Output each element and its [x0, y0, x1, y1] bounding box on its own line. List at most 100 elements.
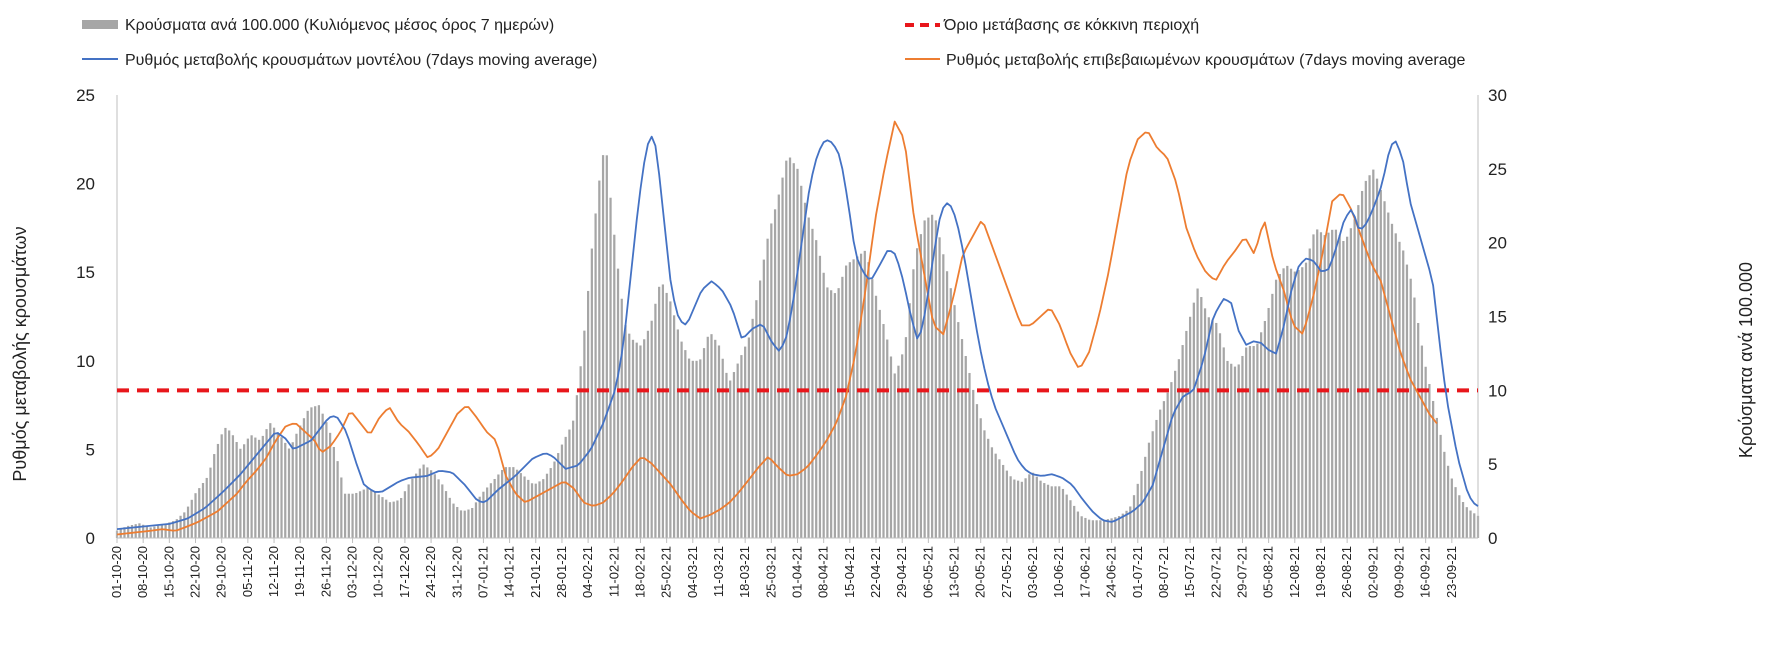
- bar: [1084, 517, 1087, 538]
- bar: [1129, 506, 1132, 538]
- y-right-tick-label: 10: [1488, 381, 1507, 400]
- bar: [295, 433, 298, 538]
- bar: [381, 497, 384, 538]
- bar: [157, 525, 160, 538]
- bar: [893, 373, 896, 538]
- line-confirmed: [116, 120, 1438, 536]
- bar: [852, 259, 855, 538]
- bar: [897, 365, 900, 538]
- bar: [388, 502, 392, 538]
- bar: [572, 420, 575, 538]
- bar: [501, 469, 504, 538]
- x-tick-label: 22-07-21: [1208, 546, 1223, 598]
- bar: [493, 478, 496, 538]
- bar: [1360, 190, 1364, 538]
- bar: [587, 290, 590, 538]
- bar: [557, 453, 560, 538]
- bar: [848, 262, 851, 538]
- bar: [317, 405, 321, 538]
- bar: [377, 494, 380, 538]
- bar: [680, 341, 683, 538]
- bar: [1394, 233, 1397, 538]
- bar: [889, 356, 893, 538]
- bar: [321, 413, 324, 538]
- bar: [310, 407, 313, 538]
- bar: [1162, 401, 1166, 538]
- bar: [153, 526, 156, 538]
- bar: [631, 339, 635, 538]
- bar: [1331, 229, 1334, 538]
- bar: [650, 320, 653, 538]
- bar: [497, 474, 500, 538]
- bar: [362, 489, 365, 538]
- bar: [983, 430, 986, 538]
- bar: [396, 500, 399, 538]
- x-tick-label: 15-10-20: [161, 546, 176, 598]
- bar: [448, 497, 451, 538]
- bar: [437, 479, 440, 538]
- bar: [882, 324, 885, 538]
- bar: [183, 512, 186, 538]
- bar: [1327, 232, 1330, 538]
- bar: [190, 499, 193, 538]
- bar: [770, 223, 773, 538]
- bar: [523, 476, 526, 538]
- bar: [138, 523, 141, 538]
- bar: [1439, 434, 1442, 538]
- bar: [1136, 483, 1139, 538]
- legend-swatch-bar: [82, 20, 118, 29]
- bar: [370, 489, 373, 538]
- bar: [616, 268, 620, 538]
- bar: [1267, 307, 1270, 538]
- bar: [796, 168, 799, 538]
- bar: [665, 292, 668, 538]
- x-tick-label: 20-05-21: [973, 546, 988, 598]
- bar: [658, 286, 661, 538]
- bar: [590, 248, 593, 539]
- tick-labels: 0 5 10 15 20 25 0 5 10 15 20 25 30 01-10-20 08-10-20 15…: [76, 86, 1507, 598]
- bar: [912, 269, 915, 538]
- bar: [987, 438, 990, 538]
- bar: [930, 214, 934, 538]
- bar: [1061, 488, 1065, 538]
- bar: [1297, 270, 1300, 538]
- bar: [691, 360, 694, 538]
- bar: [1110, 518, 1113, 538]
- bar: [1319, 232, 1323, 538]
- x-tick-label: 06-05-21: [920, 546, 935, 598]
- bar: [1226, 360, 1229, 538]
- bar: [859, 253, 863, 538]
- bar: [1054, 486, 1057, 538]
- y-left-tick-label: 25: [76, 86, 95, 105]
- bar: [1465, 507, 1468, 538]
- bar: [1420, 345, 1424, 538]
- x-tick-label: 01-10-20: [109, 546, 124, 598]
- x-tick-label: 25-02-21: [659, 546, 674, 598]
- bar: [340, 477, 343, 538]
- bar: [1166, 392, 1169, 538]
- y-axis-right-title: Κρούσματα ανά 100.000: [1736, 262, 1756, 458]
- bar: [276, 432, 279, 538]
- x-tick-label: 10-06-21: [1051, 546, 1066, 598]
- x-tick-label: 29-07-21: [1234, 546, 1249, 598]
- bar: [803, 202, 807, 538]
- bar: [1446, 465, 1450, 538]
- bar: [482, 491, 485, 538]
- bar: [149, 527, 152, 538]
- bar: [265, 429, 268, 538]
- bar: [919, 234, 923, 539]
- x-tick-label: 11-02-21: [606, 546, 621, 597]
- x-tick-label: 22-04-21: [868, 546, 883, 598]
- bar: [669, 301, 672, 538]
- x-tick-label: 05-11-20: [240, 546, 255, 597]
- bar: [886, 339, 889, 538]
- bar: [953, 305, 956, 538]
- bar: [205, 477, 208, 538]
- x-tick-label: 16-09-21: [1418, 546, 1433, 598]
- x-tick-label: 02-09-21: [1365, 546, 1380, 598]
- bar: [1256, 343, 1259, 538]
- bar: [826, 287, 829, 538]
- y-left-tick-label: 10: [76, 352, 95, 371]
- bar: [314, 406, 317, 538]
- bar: [385, 499, 388, 538]
